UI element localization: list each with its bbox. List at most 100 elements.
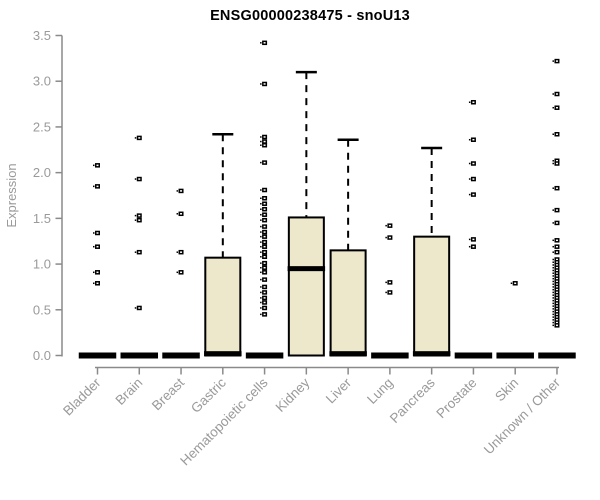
outlier-point-center [180,213,183,215]
outlier-point-notch [552,297,554,299]
box [204,256,242,357]
outlier-point-center [96,245,99,248]
x-tick-label: Lung [364,375,396,407]
outlier-point-center [555,133,558,135]
outlier-point-center [263,197,266,199]
outlier-point-notch [552,245,554,248]
outlier-point-notch [134,219,137,221]
outlier-point-notch [552,286,554,288]
outlier-point-notch [93,164,95,167]
outlier-point-notch [552,319,554,321]
outlier-point-center [555,288,558,291]
outlier-point-center [388,291,391,294]
outlier-point-notch [176,251,179,253]
outlier-point-center [263,83,266,85]
y-tick-label: 2.0 [33,165,51,180]
outlier-point-center [263,42,266,44]
median-line [78,352,117,359]
median-line [371,352,409,359]
outlier-point-notch [260,297,262,299]
outlier-point-notch [552,308,554,310]
outlier-point-notch [260,213,262,216]
median-line [162,352,200,359]
outlier-point-notch [260,271,262,274]
outlier-point-notch [468,138,471,141]
outlier-point-notch [93,232,95,234]
outlier-point-notch [260,197,262,199]
outlier-point-center [263,245,266,248]
outlier-point-notch [260,307,262,309]
outlier-point-notch [134,137,137,139]
outlier-point-notch [552,302,554,305]
outlier-point-center [388,224,391,227]
outlier-point-center [555,286,558,288]
outlier-point-notch [260,241,262,243]
y-axis-title: Expression [4,163,19,227]
outlier-point-center [263,262,266,264]
outlier-point-center [263,140,266,143]
outlier-point-notch [93,245,95,248]
y-tick-label: 0.0 [33,348,51,363]
outlier-point-notch [468,193,471,196]
x-tick-label: Unknown / Other [481,375,564,458]
outlier-point-center [555,308,558,310]
outlier-point-notch [552,313,554,316]
x-tick-label: Bladder [60,375,104,419]
outlier-point-center [472,245,475,248]
outlier-point-center [96,271,99,274]
outlier-point-center [96,232,99,234]
outlier-point-center [180,251,183,253]
outlier-point-center [555,258,558,261]
outlier-point-center [555,316,558,318]
outlier-point-center [514,282,517,285]
outlier-point-center [263,241,266,243]
outlier-point-center [555,251,558,253]
outlier-point-notch [260,291,262,294]
outlier-point-center [96,164,99,167]
outlier-point-notch [552,283,554,285]
outlier-point-notch [468,178,471,180]
outlier-point-center [555,187,558,189]
x-tick-label: Brain [112,375,145,408]
outlier-point-center [472,193,475,196]
outlier-point-notch [385,291,387,294]
outlier-point-notch [260,42,262,44]
outlier-point-notch [385,224,387,227]
outlier-point-notch [552,288,554,291]
outlier-point-notch [260,266,262,269]
outlier-point-notch [552,258,554,261]
outlier-point-center [263,313,266,316]
outlier-point-center [555,209,558,211]
box [413,235,451,357]
outlier-point-center [555,305,558,307]
outlier-point-notch [93,185,95,188]
outlier-point-center [263,225,266,228]
x-tick-label: Kidney [273,375,313,415]
median-line [454,352,493,359]
outlier-point-center [138,307,141,309]
outlier-point-center [263,189,266,191]
y-tick-label: 0.5 [33,302,51,317]
outlier-point-notch [552,251,554,253]
outlier-point-notch [552,275,554,277]
x-tick-label: Skin [492,375,521,404]
outlier-point-notch [552,272,554,274]
x-tick-label: Gastric [188,375,229,416]
outlier-point-notch [552,264,554,266]
outlier-point-notch [468,238,471,241]
outlier-point-notch [552,316,554,318]
outlier-point-notch [260,83,262,85]
outlier-point-center [555,297,558,299]
outlier-point-center [555,291,558,294]
outlier-point-center [472,138,475,141]
outlier-point-center [555,275,558,277]
outlier-point-center [555,245,558,248]
outlier-point-notch [510,282,513,285]
outlier-point-center [138,219,141,221]
outlier-point-notch [552,187,554,189]
outlier-point-notch [552,280,554,283]
outlier-point-center [96,185,99,188]
outlier-point-notch [552,60,554,62]
outlier-point-center [555,302,558,305]
